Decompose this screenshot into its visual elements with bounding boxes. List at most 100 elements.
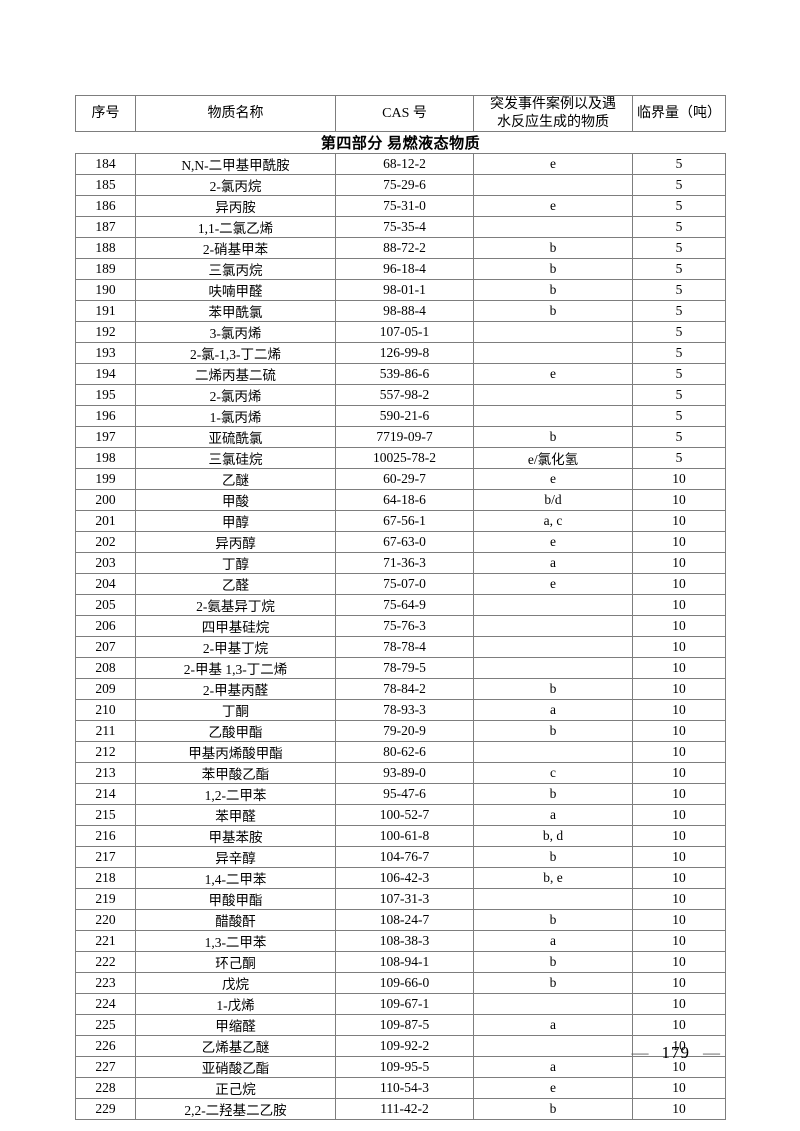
cell-serial-number: 203 <box>75 552 136 574</box>
cell-substance-name: 异丙胺 <box>135 195 336 217</box>
cell-substance-name: 2,2-二羟基二乙胺 <box>135 1098 336 1120</box>
cell-serial-number: 184 <box>75 153 136 175</box>
cell-incident-note: b <box>473 1098 633 1120</box>
cell-incident-note: b <box>473 720 633 742</box>
cell-incident-note: e <box>473 468 633 490</box>
cell-critical-quantity: 10 <box>632 552 726 574</box>
cell-substance-name: 1,1-二氯乙烯 <box>135 216 336 238</box>
cell-critical-quantity: 10 <box>632 846 726 868</box>
cell-serial-number: 223 <box>75 972 136 994</box>
column-header-incident-water-reaction: 突发事件案例以及遇水反应生成的物质 <box>473 95 633 132</box>
cell-incident-note: b <box>473 909 633 931</box>
cell-substance-name: 甲醇 <box>135 510 336 532</box>
cell-critical-quantity: 5 <box>632 321 726 343</box>
table-row: 219 甲酸甲酯 107-31-3 10 <box>75 888 726 910</box>
cell-cas-number: 78-78-4 <box>335 636 474 658</box>
cell-incident-note: e <box>473 363 633 385</box>
cell-serial-number: 218 <box>75 867 136 889</box>
table-row: 193 2-氯-1,3-丁二烯 126-99-8 5 <box>75 342 726 364</box>
cell-cas-number: 557-98-2 <box>335 384 474 406</box>
cell-serial-number: 217 <box>75 846 136 868</box>
cell-critical-quantity: 10 <box>632 573 726 595</box>
cell-serial-number: 219 <box>75 888 136 910</box>
cell-critical-quantity: 10 <box>632 636 726 658</box>
cell-critical-quantity: 5 <box>632 426 726 448</box>
cell-cas-number: 106-42-3 <box>335 867 474 889</box>
substance-table: 序号 物质名称 CAS 号 突发事件案例以及遇水反应生成的物质 临界量（吨） 第… <box>75 95 726 1120</box>
cell-serial-number: 200 <box>75 489 136 511</box>
cell-serial-number: 204 <box>75 573 136 595</box>
cell-substance-name: 异辛醇 <box>135 846 336 868</box>
table-row: 209 2-甲基丙醛 78-84-2 b 10 <box>75 678 726 700</box>
cell-substance-name: 甲酸 <box>135 489 336 511</box>
cell-critical-quantity: 10 <box>632 615 726 637</box>
cell-critical-quantity: 5 <box>632 447 726 469</box>
section-row: 第四部分 易燃液态物质 <box>75 131 726 154</box>
cell-critical-quantity: 10 <box>632 867 726 889</box>
cell-serial-number: 205 <box>75 594 136 616</box>
cell-cas-number: 98-01-1 <box>335 279 474 301</box>
cell-incident-note: a, c <box>473 510 633 532</box>
page-footer: — 179 — <box>632 1043 721 1063</box>
cell-cas-number: 67-56-1 <box>335 510 474 532</box>
cell-incident-note: a <box>473 552 633 574</box>
cell-critical-quantity: 10 <box>632 930 726 952</box>
cell-critical-quantity: 10 <box>632 972 726 994</box>
cell-incident-note: a <box>473 804 633 826</box>
cell-cas-number: 108-38-3 <box>335 930 474 952</box>
cell-incident-note: a <box>473 699 633 721</box>
table-row: 188 2-硝基甲苯 88-72-2 b 5 <box>75 237 726 259</box>
cell-substance-name: 醋酸酐 <box>135 909 336 931</box>
cell-critical-quantity: 5 <box>632 384 726 406</box>
cell-critical-quantity: 10 <box>632 594 726 616</box>
cell-substance-name: 2-硝基甲苯 <box>135 237 336 259</box>
cell-critical-quantity: 10 <box>632 678 726 700</box>
table-row: 197 亚硫酰氯 7719-09-7 b 5 <box>75 426 726 448</box>
cell-cas-number: 107-05-1 <box>335 321 474 343</box>
table-row: 225 甲缩醛 109-87-5 a 10 <box>75 1014 726 1036</box>
cell-serial-number: 202 <box>75 531 136 553</box>
cell-critical-quantity: 5 <box>632 216 726 238</box>
cell-incident-note: b, e <box>473 867 633 889</box>
cell-incident-note: b <box>473 951 633 973</box>
cell-cas-number: 109-67-1 <box>335 993 474 1015</box>
cell-substance-name: 2-甲基丙醛 <box>135 678 336 700</box>
table-row: 218 1,4-二甲苯 106-42-3 b, e 10 <box>75 867 726 889</box>
table-body: 第四部分 易燃液态物质 184 N,N-二甲基甲酰胺 68-12-2 e 5 185 2-氯丙… <box>75 131 726 1120</box>
cell-cas-number: 80-62-6 <box>335 741 474 763</box>
table-row: 212 甲基丙烯酸甲酯 80-62-6 10 <box>75 741 726 763</box>
cell-incident-note <box>473 615 633 637</box>
cell-incident-note <box>473 636 633 658</box>
cell-cas-number: 111-42-2 <box>335 1098 474 1120</box>
cell-substance-name: 苯甲醛 <box>135 804 336 826</box>
table-row: 203 丁醇 71-36-3 a 10 <box>75 552 726 574</box>
cell-cas-number: 98-88-4 <box>335 300 474 322</box>
cell-incident-note: b <box>473 258 633 280</box>
cell-serial-number: 215 <box>75 804 136 826</box>
cell-substance-name: 丁酮 <box>135 699 336 721</box>
cell-cas-number: 71-36-3 <box>335 552 474 574</box>
cell-critical-quantity: 5 <box>632 237 726 259</box>
cell-serial-number: 222 <box>75 951 136 973</box>
cell-critical-quantity: 10 <box>632 657 726 679</box>
cell-cas-number: 96-18-4 <box>335 258 474 280</box>
cell-substance-name: 三氯丙烷 <box>135 258 336 280</box>
cell-substance-name: 环己酮 <box>135 951 336 973</box>
page-number: 179 <box>661 1043 690 1062</box>
header-row: 序号 物质名称 CAS 号 突发事件案例以及遇水反应生成的物质 临界量（吨） <box>75 95 726 132</box>
footer-left-dash: — <box>631 1043 649 1062</box>
cell-critical-quantity: 10 <box>632 510 726 532</box>
table-row: 211 乙酸甲酯 79-20-9 b 10 <box>75 720 726 742</box>
cell-incident-note: e <box>473 531 633 553</box>
cell-incident-note: b <box>473 783 633 805</box>
cell-cas-number: 79-20-9 <box>335 720 474 742</box>
cell-serial-number: 187 <box>75 216 136 238</box>
table-row: 220 醋酸酐 108-24-7 b 10 <box>75 909 726 931</box>
cell-cas-number: 108-24-7 <box>335 909 474 931</box>
cell-substance-name: 1,3-二甲苯 <box>135 930 336 952</box>
table-row: 214 1,2-二甲苯 95-47-6 b 10 <box>75 783 726 805</box>
table-row: 186 异丙胺 75-31-0 e 5 <box>75 195 726 217</box>
table-row: 223 戊烷 109-66-0 b 10 <box>75 972 726 994</box>
table-row: 226 乙烯基乙醚 109-92-2 10 <box>75 1035 726 1057</box>
cell-substance-name: 乙醚 <box>135 468 336 490</box>
